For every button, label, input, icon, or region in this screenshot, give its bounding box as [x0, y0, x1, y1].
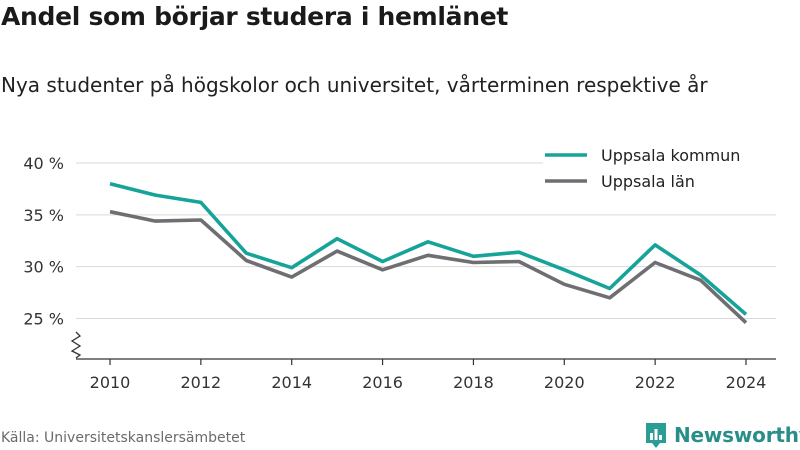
chart-subtitle: Nya studenter på högskolor och universit… — [1, 73, 708, 97]
y-tick-label: 35 % — [23, 206, 64, 225]
legend-label: Uppsala län — [601, 172, 695, 191]
series-line-0 — [109, 181, 748, 316]
y-axis-break-icon — [70, 331, 82, 359]
x-tick-label: 2010 — [90, 373, 131, 392]
x-tick-label: 2024 — [726, 373, 767, 392]
x-tick-label: 2020 — [544, 373, 585, 392]
x-tick-label: 2014 — [271, 373, 312, 392]
newsworthy-logo: Newsworthy — [644, 420, 800, 450]
y-tick-label: 40 % — [23, 154, 64, 173]
series-line-1 — [109, 209, 748, 325]
x-tick-label: 2016 — [362, 373, 403, 392]
x-tick-label: 2018 — [453, 373, 494, 392]
chart-title: Andel som börjar studera i hemlänet — [1, 2, 509, 31]
source-note: Källa: Universitetskanslersämbetet — [1, 430, 246, 446]
brand-name: Newsworthy — [674, 423, 800, 447]
y-tick-label: 30 % — [23, 258, 64, 277]
legend-bg — [543, 145, 777, 167]
x-tick-label: 2012 — [180, 373, 221, 392]
x-tick-label: 2022 — [635, 373, 676, 392]
newsworthy-logo-icon — [646, 423, 666, 448]
legend-label: Uppsala kommun — [601, 146, 740, 165]
legend-bg — [543, 171, 777, 193]
y-tick-label: 25 % — [23, 310, 64, 329]
